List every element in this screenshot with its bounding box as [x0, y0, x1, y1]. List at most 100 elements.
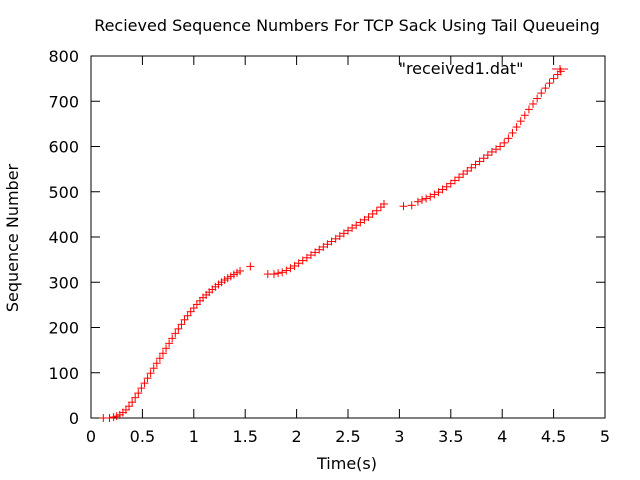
data-point: [315, 245, 324, 254]
data-point: [483, 151, 492, 160]
data-point: [274, 269, 283, 278]
data-point: [496, 142, 505, 151]
data-point: [364, 213, 373, 222]
data-point: [286, 264, 295, 273]
data-point: [105, 414, 114, 422]
y-tick-label: 300: [48, 273, 79, 292]
x-tick-label: 3: [394, 427, 404, 446]
data-point: [174, 324, 183, 333]
data-point: [442, 182, 451, 191]
data-point: [413, 197, 422, 206]
data-point: [512, 123, 521, 132]
data-point: [158, 349, 167, 358]
data-points: [99, 67, 565, 422]
data-point: [311, 248, 320, 257]
data-point: [269, 270, 278, 279]
data-point: [541, 84, 550, 93]
data-point: [450, 176, 459, 185]
data-point: [306, 251, 315, 260]
y-tick-label: 0: [69, 409, 79, 428]
data-point: [155, 354, 164, 363]
data-point: [533, 94, 542, 103]
data-point: [146, 369, 155, 378]
data-point: [246, 262, 255, 271]
plot-frame: [90, 55, 606, 419]
data-point: [183, 311, 192, 320]
data-point: [294, 259, 303, 268]
data-point: [278, 268, 287, 277]
data-point: [168, 334, 177, 343]
data-point: [331, 234, 340, 243]
data-point: [446, 179, 455, 188]
x-tick-label: 2: [292, 427, 302, 446]
data-point: [549, 74, 558, 83]
data-point: [379, 199, 388, 208]
y-tick-label: 200: [48, 319, 79, 338]
x-axis-ticks: 0 0.5 1 1.5 2 2.5 3 3.5 4 4.5 5: [86, 56, 610, 446]
data-point: [438, 185, 447, 194]
data-point: [290, 261, 299, 270]
data-point: [520, 111, 529, 120]
y-axis-ticks: 0 100 200 300 400 500 600 700 800: [48, 47, 605, 428]
data-point: [149, 364, 158, 373]
x-tick-label: 4: [497, 427, 507, 446]
data-point: [500, 138, 509, 147]
y-tick-label: 600: [48, 138, 79, 157]
data-point: [537, 89, 546, 98]
data-point: [162, 344, 171, 353]
data-point: [140, 379, 149, 388]
data-point: [134, 389, 143, 398]
data-point: [399, 202, 408, 211]
data-point: [177, 320, 186, 329]
data-point: [368, 209, 377, 218]
chart-title: Recieved Sequence Numbers For TCP Sack U…: [94, 16, 600, 35]
x-axis-label: Time(s): [316, 454, 377, 473]
data-point: [492, 145, 501, 154]
data-point: [302, 253, 311, 262]
data-point: [137, 384, 146, 393]
data-point: [152, 359, 161, 368]
x-tick-label: 2.5: [335, 427, 360, 446]
data-point: [422, 194, 431, 203]
y-tick-label: 800: [48, 47, 79, 66]
y-tick-label: 700: [48, 92, 79, 111]
y-tick-label: 100: [48, 364, 79, 383]
data-point: [471, 160, 480, 169]
data-point: [467, 163, 476, 172]
legend-label: "received1.dat": [399, 59, 524, 78]
data-point: [125, 402, 134, 411]
x-tick-label: 3.5: [438, 427, 463, 446]
data-point: [434, 188, 443, 197]
data-point: [298, 256, 307, 265]
data-point: [455, 173, 464, 182]
data-point: [236, 266, 245, 275]
data-point: [344, 226, 352, 235]
x-tick-label: 1: [189, 427, 199, 446]
data-point: [335, 232, 344, 241]
data-point: [131, 393, 140, 402]
data-point: [504, 134, 513, 143]
data-point: [356, 218, 365, 227]
data-point: [407, 201, 416, 210]
data-point: [360, 215, 369, 224]
x-tick-label: 0.5: [130, 427, 155, 446]
data-point: [352, 221, 361, 230]
x-tick-label: 1.5: [232, 427, 257, 446]
y-tick-label: 400: [48, 228, 79, 247]
data-point: [516, 117, 525, 126]
data-point: [171, 329, 180, 338]
data-point: [529, 99, 538, 108]
data-point: [426, 192, 435, 201]
y-tick-label: 500: [48, 183, 79, 202]
data-point: [463, 166, 472, 175]
data-point: [165, 339, 174, 348]
data-point: [180, 315, 189, 324]
data-point: [327, 237, 336, 246]
data-point: [475, 157, 484, 166]
data-point: [459, 170, 468, 179]
x-tick-label: 5: [600, 427, 610, 446]
data-point: [143, 374, 152, 383]
data-point: [524, 105, 533, 114]
data-point: [372, 206, 381, 215]
